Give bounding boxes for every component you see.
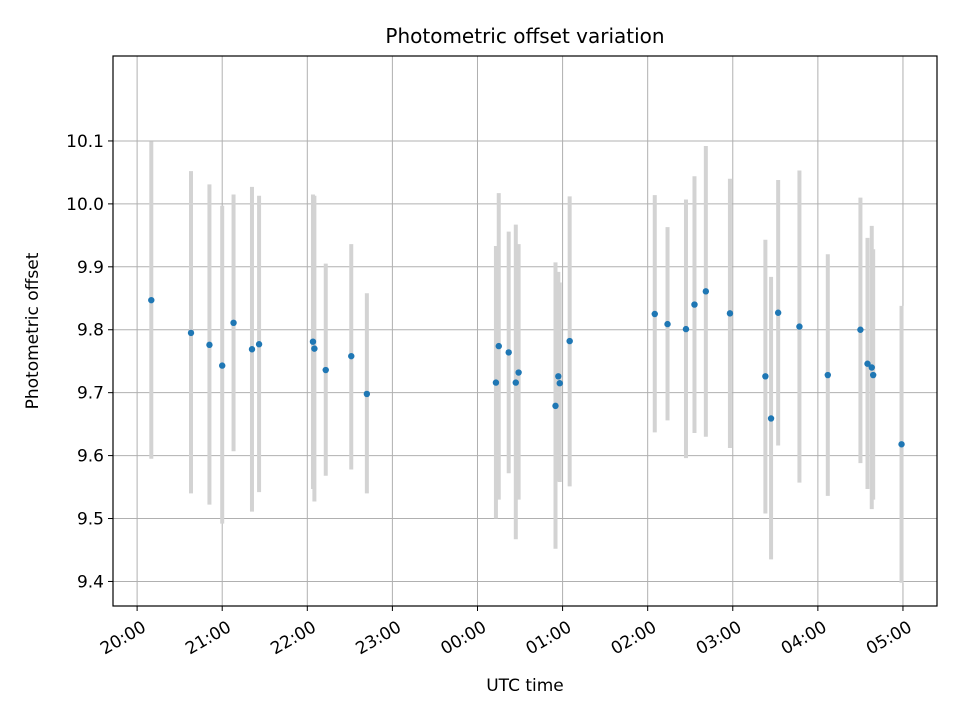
y-axis-title: Photometric offset	[23, 252, 43, 409]
data-point	[348, 352, 355, 360]
y-tick-label: 9.4	[77, 572, 104, 592]
data-point	[869, 371, 877, 379]
data-point	[767, 415, 775, 422]
data-point	[187, 329, 195, 337]
data-point	[492, 379, 500, 386]
chart-title: Photometric offset variation	[385, 24, 664, 48]
data-point	[322, 366, 329, 374]
plot-frame	[112, 55, 938, 607]
data-point	[552, 402, 559, 410]
data-point	[148, 296, 155, 304]
data-point	[309, 338, 317, 345]
data-point	[515, 369, 522, 376]
data-point	[868, 364, 875, 371]
data-point	[726, 310, 734, 317]
y-tick-label: 10.0	[66, 195, 104, 215]
data-point	[691, 301, 698, 308]
data-point	[363, 390, 371, 398]
data-point	[682, 325, 690, 333]
data-point	[206, 341, 213, 349]
data-point	[774, 309, 782, 316]
point-layer	[148, 288, 905, 448]
y-tick-label: 10.1	[66, 132, 104, 152]
y-tick-label: 9.5	[77, 510, 104, 530]
data-point	[864, 360, 871, 367]
y-tick-label: 9.8	[77, 321, 104, 341]
y-tick-label: 9.7	[77, 384, 104, 404]
data-point	[702, 288, 710, 295]
data-point	[651, 310, 658, 318]
y-tick-label: 9.6	[77, 447, 104, 467]
data-point	[898, 441, 905, 448]
data-point	[219, 362, 226, 369]
data-point	[824, 371, 831, 379]
data-point	[664, 320, 671, 328]
data-point	[555, 373, 562, 380]
data-point	[566, 337, 573, 345]
data-point	[857, 326, 864, 333]
data-point	[311, 345, 318, 352]
data-point	[248, 346, 256, 353]
x-axis-title: UTC time	[486, 676, 564, 696]
y-axis: 9.4 9.5 9.6 9.7 9.8 9.9 10.0 10.1	[66, 132, 113, 592]
y-tick-label: 9.9	[77, 258, 104, 278]
data-point	[495, 342, 502, 350]
data-point	[230, 319, 237, 327]
data-point	[512, 379, 519, 386]
data-point	[556, 380, 563, 387]
data-point	[762, 373, 769, 380]
data-point	[505, 349, 512, 356]
data-point	[796, 323, 803, 330]
data-point	[255, 341, 263, 348]
